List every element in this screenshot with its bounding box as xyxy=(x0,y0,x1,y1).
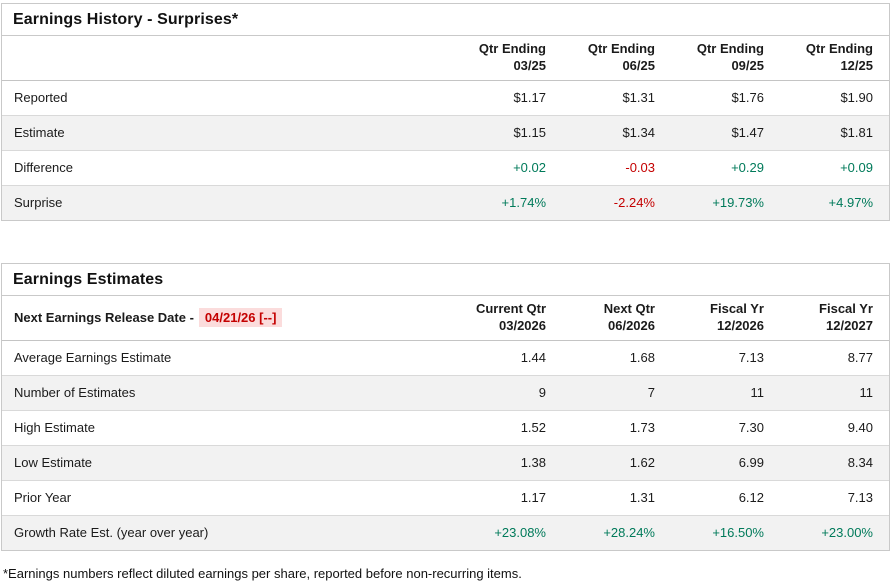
cell-value: $1.47 xyxy=(671,115,780,151)
table-row-reported: Reported $1.17 $1.31 $1.76 $1.90 xyxy=(2,80,889,116)
column-header-next-qtr: Next Qtr 06/2026 xyxy=(562,295,671,341)
empty-header-cell xyxy=(2,36,453,81)
column-header-line1: Fiscal Yr xyxy=(710,300,764,316)
cell-value: -0.03 xyxy=(562,150,671,186)
cell-value: $1.31 xyxy=(562,80,671,116)
cell-value: +4.97% xyxy=(828,195,873,211)
cell-value: 1.44 xyxy=(453,340,562,376)
cell-value: $1.90 xyxy=(780,80,889,116)
column-header-line1: Qtr Ending xyxy=(478,41,546,56)
cell-value: 1.62 xyxy=(562,445,671,481)
column-header-fiscal-yr-2027: Fiscal Yr 12/2027 xyxy=(780,295,889,341)
column-header-line2: 12/25 xyxy=(840,57,873,73)
cell-value: 7.13 xyxy=(671,340,780,376)
cell-value: 7 xyxy=(562,375,671,411)
column-header-line2: 12/2027 xyxy=(826,317,873,333)
cell-value: $1.76 xyxy=(671,80,780,116)
earnings-estimates-section: Earnings Estimates Next Earnings Release… xyxy=(1,262,890,551)
cell-value: +16.50% xyxy=(712,525,764,541)
column-header-line1: Current Qtr xyxy=(475,300,546,316)
row-label: Prior Year xyxy=(2,480,453,516)
cell-value: $1.15 xyxy=(453,115,562,151)
column-header-fiscal-yr-2026: Fiscal Yr 12/2026 xyxy=(671,295,780,341)
column-header-line2: 09/25 xyxy=(731,57,764,73)
earnings-estimates-title: Earnings Estimates xyxy=(2,264,889,296)
table-row-average-earnings-estimate: Average Earnings Estimate 1.44 1.68 7.13… xyxy=(2,340,889,376)
cell-value: +0.02 xyxy=(453,150,562,186)
column-header-line1: Qtr Ending xyxy=(805,41,873,56)
column-header-line1: Qtr Ending xyxy=(696,41,764,56)
cell-value: $1.81 xyxy=(780,115,889,151)
table-row-growth-rate: Growth Rate Est. (year over year) +23.08… xyxy=(2,515,889,550)
cell-value: 9.40 xyxy=(780,410,889,446)
table-row-difference: Difference +0.02 -0.03 +0.29 +0.09 xyxy=(2,150,889,186)
release-date-value: 04/21/26 [--] xyxy=(198,308,283,328)
table-row-surprise: Surprise +1.74% -2.24% +19.73% +4.97% xyxy=(2,185,889,220)
earnings-history-header-row: Qtr Ending 03/25 Qtr Ending 06/25 Qtr En… xyxy=(2,36,889,81)
row-label: Growth Rate Est. (year over year) xyxy=(14,525,209,541)
column-header-qtr-0925: Qtr Ending 09/25 xyxy=(671,36,780,81)
cell-value: 6.12 xyxy=(671,480,780,516)
cell-value: 6.99 xyxy=(671,445,780,481)
earnings-history-table: Qtr Ending 03/25 Qtr Ending 06/25 Qtr En… xyxy=(2,36,889,220)
row-label: Surprise xyxy=(14,195,63,211)
cell-value: 9 xyxy=(453,375,562,411)
column-header-line1: Qtr Ending xyxy=(587,41,655,56)
cell-value: 1.31 xyxy=(562,480,671,516)
earnings-estimates-table: Next Earnings Release Date -04/21/26 [--… xyxy=(2,295,889,550)
cell-value: +19.73% xyxy=(712,195,764,211)
row-label: Low Estimate xyxy=(2,445,453,481)
cell-value: +23.00% xyxy=(821,525,873,541)
cell-value: +28.24% xyxy=(603,525,655,541)
row-label: Average Earnings Estimate xyxy=(2,340,453,376)
column-header-line2: 03/25 xyxy=(513,57,546,73)
column-header-current-qtr: Current Qtr 03/2026 xyxy=(453,295,562,341)
column-header-qtr-0625: Qtr Ending 06/25 xyxy=(562,36,671,81)
column-header-line2: 12/2026 xyxy=(717,317,764,333)
column-header-line1: Next Qtr xyxy=(603,300,655,316)
row-label: Number of Estimates xyxy=(2,375,453,411)
row-label: High Estimate xyxy=(2,410,453,446)
table-row-estimate: Estimate $1.15 $1.34 $1.47 $1.81 xyxy=(2,115,889,151)
table-row-low-estimate: Low Estimate 1.38 1.62 6.99 8.34 xyxy=(2,445,889,481)
cell-value: +0.29 xyxy=(671,150,780,186)
row-label: Estimate xyxy=(2,115,453,151)
column-header-line2: 06/25 xyxy=(622,57,655,73)
cell-value: 1.68 xyxy=(562,340,671,376)
row-label: Difference xyxy=(2,150,453,186)
row-label: Reported xyxy=(2,80,453,116)
earnings-estimates-header-row: Next Earnings Release Date -04/21/26 [--… xyxy=(2,295,889,341)
cell-value: 11 xyxy=(780,375,889,411)
column-header-line1: Fiscal Yr xyxy=(819,300,873,316)
cell-value: 7.13 xyxy=(780,480,889,516)
cell-value: +0.09 xyxy=(780,150,889,186)
cell-value: $1.34 xyxy=(562,115,671,151)
cell-value: 1.38 xyxy=(453,445,562,481)
release-date-label: Next Earnings Release Date - xyxy=(14,310,194,326)
table-row-high-estimate: High Estimate 1.52 1.73 7.30 9.40 xyxy=(2,410,889,446)
cell-value: 8.77 xyxy=(780,340,889,376)
cell-value: 11 xyxy=(671,375,780,411)
cell-value: 8.34 xyxy=(780,445,889,481)
earnings-history-title: Earnings History - Surprises* xyxy=(2,4,889,36)
cell-value: 7.30 xyxy=(671,410,780,446)
table-row-prior-year: Prior Year 1.17 1.31 6.12 7.13 xyxy=(2,480,889,516)
cell-value: 1.52 xyxy=(453,410,562,446)
cell-value: 1.73 xyxy=(562,410,671,446)
next-earnings-release-cell: Next Earnings Release Date -04/21/26 [--… xyxy=(2,295,453,341)
column-header-qtr-1225: Qtr Ending 12/25 xyxy=(780,36,889,81)
cell-value: +23.08% xyxy=(494,525,546,541)
footnote: *Earnings numbers reflect diluted earnin… xyxy=(3,565,522,581)
table-row-number-of-estimates: Number of Estimates 9 7 11 11 xyxy=(2,375,889,411)
cell-value: 1.17 xyxy=(453,480,562,516)
column-header-line2: 06/2026 xyxy=(608,317,655,333)
cell-value: -2.24% xyxy=(613,195,655,211)
column-header-qtr-0325: Qtr Ending 03/25 xyxy=(453,36,562,81)
cell-value: +1.74% xyxy=(501,195,546,211)
column-header-line2: 03/2026 xyxy=(499,317,546,333)
earnings-history-section: Earnings History - Surprises* Qtr Ending… xyxy=(1,3,890,221)
cell-value: $1.17 xyxy=(453,80,562,116)
